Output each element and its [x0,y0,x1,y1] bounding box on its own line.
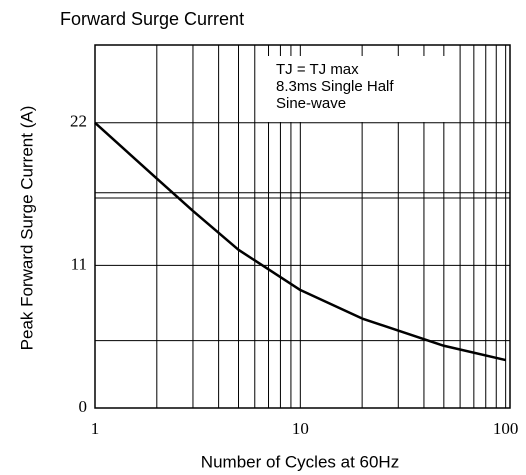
y-tick-label: 11 [71,254,87,273]
annotation: Sine-wave [276,95,346,112]
annotation: TJ = TJ max [276,61,359,78]
annotation: 8.3ms Single Half [276,78,394,95]
annotation-box [268,56,458,122]
y-axis-label: Peak Forward Surge Current (A) [17,106,36,351]
x-axis-label: Number of Cycles at 60Hz [201,452,399,471]
plot-frame [94,44,511,409]
x-tick-label: 1 [91,419,100,438]
y-tick-label: 0 [79,397,88,416]
x-tick-label: 10 [292,419,309,438]
curve [94,121,506,362]
x-tick-label: 100 [493,419,519,438]
chart-title: Forward Surge Current [60,9,244,29]
y-tick-label: 22 [70,112,87,131]
